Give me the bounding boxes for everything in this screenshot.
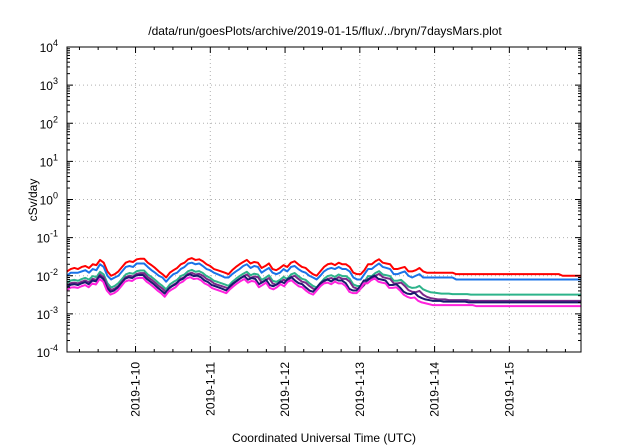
- series-line-2: [66, 261, 581, 283]
- x-tick-label: 2019-1-13: [353, 362, 367, 417]
- y-tick-label: 104: [40, 38, 58, 55]
- series-line-3: [66, 268, 581, 296]
- series-line-6: [66, 276, 581, 308]
- x-axis-ticks: 2019-1-10 2019-1-11 2019-1-12 2019-1-13 2019…: [78, 47, 566, 417]
- y-tick-label: 102: [40, 114, 58, 131]
- series-group: [66, 257, 581, 308]
- y-tick-label: 101: [40, 152, 58, 169]
- y-tick-label: 100: [40, 191, 58, 208]
- x-tick-label: 2019-1-14: [428, 362, 442, 417]
- y-tick-label: 10-4: [37, 343, 58, 360]
- y-tick-label: 10-1: [37, 229, 58, 246]
- x-tick-label: 2019-1-12: [278, 362, 292, 417]
- x-tick-label: 2019-1-15: [502, 362, 516, 417]
- y-tick-label: 10-3: [37, 305, 58, 322]
- y-tick-label: 10-2: [37, 267, 58, 284]
- series-line-5: [66, 273, 581, 304]
- series-line-1: [66, 257, 581, 279]
- x-tick-label: 2019-1-11: [203, 362, 217, 416]
- y-tick-label: 103: [40, 76, 58, 93]
- grid: [67, 47, 581, 352]
- chart-title: /data/run/goesPlots/archive/2019-01-15/f…: [148, 24, 502, 38]
- x-axis-label: Coordinated Universal Time (UTC): [232, 431, 416, 445]
- y-axis-label: cSv/day: [26, 179, 40, 222]
- x-tick-label: 2019-1-10: [129, 362, 143, 417]
